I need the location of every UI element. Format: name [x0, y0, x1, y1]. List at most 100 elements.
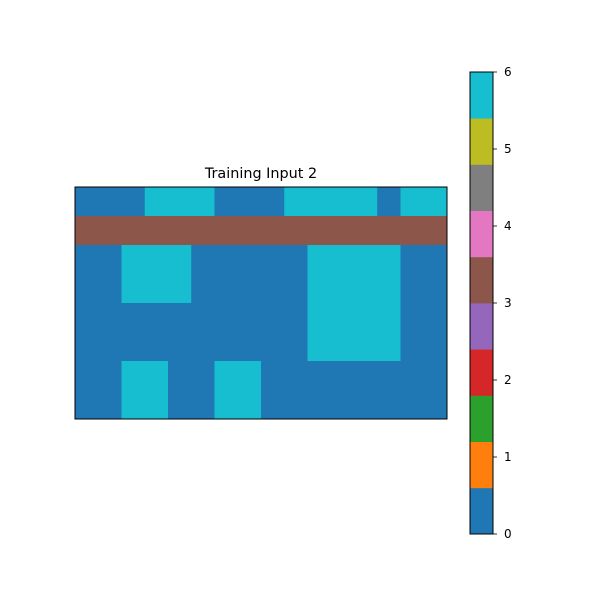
heatmap-cell [75, 216, 99, 246]
colorbar-tick-label: 6 [504, 65, 512, 79]
heatmap-cell [284, 274, 308, 304]
heatmap-cell [168, 361, 192, 391]
heatmap-cell [354, 390, 378, 420]
heatmap-cell [214, 361, 239, 391]
heatmap-cell [144, 274, 169, 304]
heatmap-cell [284, 390, 308, 420]
heatmap-cell [307, 187, 332, 217]
heatmap-cell [75, 187, 99, 217]
heatmap-cell [75, 274, 99, 304]
heatmap-cell [284, 332, 308, 362]
heatmap-cell [121, 274, 146, 304]
heatmap-cell [191, 274, 215, 304]
heatmap-cell [168, 187, 192, 217]
heatmap-cell [261, 216, 285, 246]
heatmap-cell [423, 390, 448, 420]
heatmap-cell [98, 332, 122, 362]
heatmap-cell [354, 332, 378, 362]
colorbar-tick-label: 5 [504, 142, 512, 156]
heatmap-cell [423, 216, 448, 246]
heatmap-cell [307, 361, 332, 391]
heatmap-cell [121, 361, 146, 391]
heatmap-cell [75, 332, 99, 362]
heatmap-cell [237, 274, 262, 304]
heatmap-cell [377, 361, 401, 391]
heatmap-cell [168, 245, 192, 275]
colorbar-segment [470, 164, 493, 211]
heatmap-cell [400, 245, 425, 275]
heatmap-cell [330, 274, 355, 304]
heatmap-cell [191, 361, 215, 391]
heatmap-cell [214, 274, 239, 304]
heatmap-cell [261, 274, 285, 304]
heatmap-cell [330, 187, 355, 217]
heatmap-cell [168, 216, 192, 246]
heatmap-cell [237, 332, 262, 362]
heatmap-cell [191, 332, 215, 362]
heatmap-cell [377, 216, 401, 246]
heatmap-cell [144, 303, 169, 333]
heatmap-cell [330, 361, 355, 391]
heatmap-cell [214, 245, 239, 275]
heatmap-cell [377, 274, 401, 304]
heatmap-cell [284, 245, 308, 275]
colorbar-segment [470, 72, 493, 119]
heatmap-cell [307, 303, 332, 333]
heatmap-cell [377, 187, 401, 217]
heatmap-cell [423, 187, 448, 217]
heatmap-cell [400, 216, 425, 246]
heatmap-cells [75, 187, 448, 420]
heatmap-cell [191, 216, 215, 246]
heatmap-cell [377, 390, 401, 420]
colorbar-ticks: 0 1 2 3 4 5 6 [493, 65, 512, 541]
heatmap-cell [423, 245, 448, 275]
heatmap-cell [307, 216, 332, 246]
heatmap-cell [307, 245, 332, 275]
heatmap-cell [354, 303, 378, 333]
heatmap-cell [214, 332, 239, 362]
heatmap-cell [121, 303, 146, 333]
colorbar [470, 72, 493, 535]
chart-title: Training Input 2 [204, 166, 317, 182]
heatmap-cell [423, 332, 448, 362]
heatmap-cell [98, 303, 122, 333]
heatmap-cell [237, 245, 262, 275]
heatmap-cell [191, 187, 215, 217]
heatmap-cell [284, 187, 308, 217]
heatmap-cell [400, 332, 425, 362]
heatmap-cell [144, 361, 169, 391]
heatmap-cell [75, 303, 99, 333]
heatmap-cell [237, 216, 262, 246]
heatmap-cell [144, 390, 169, 420]
colorbar-segment [470, 487, 493, 535]
heatmap-cell [354, 361, 378, 391]
colorbar-segment [470, 349, 493, 396]
heatmap-cell [423, 361, 448, 391]
heatmap-cell [400, 274, 425, 304]
heatmap-cell [377, 245, 401, 275]
heatmap-cell [423, 274, 448, 304]
heatmap-cell [121, 216, 146, 246]
heatmap-cell [377, 303, 401, 333]
heatmap-cell [75, 245, 99, 275]
heatmap-cell [400, 303, 425, 333]
heatmap-cell [261, 187, 285, 217]
heatmap-cell [330, 216, 355, 246]
heatmap-cell [423, 303, 448, 333]
heatmap-cell [354, 187, 378, 217]
heatmap-cell [330, 332, 355, 362]
colorbar-segment [470, 210, 493, 258]
heatmap-cell [121, 390, 146, 420]
heatmap-cell [144, 216, 169, 246]
heatmap-cell [237, 361, 262, 391]
heatmap-cell [261, 390, 285, 420]
colorbar-segment [470, 441, 493, 489]
heatmap-cell [354, 274, 378, 304]
heatmap-cell [98, 187, 122, 217]
heatmap-cell [98, 274, 122, 304]
heatmap-cell [98, 216, 122, 246]
heatmap-cell [237, 187, 262, 217]
heatmap-cell [377, 332, 401, 362]
heatmap-frame [74, 186, 448, 420]
